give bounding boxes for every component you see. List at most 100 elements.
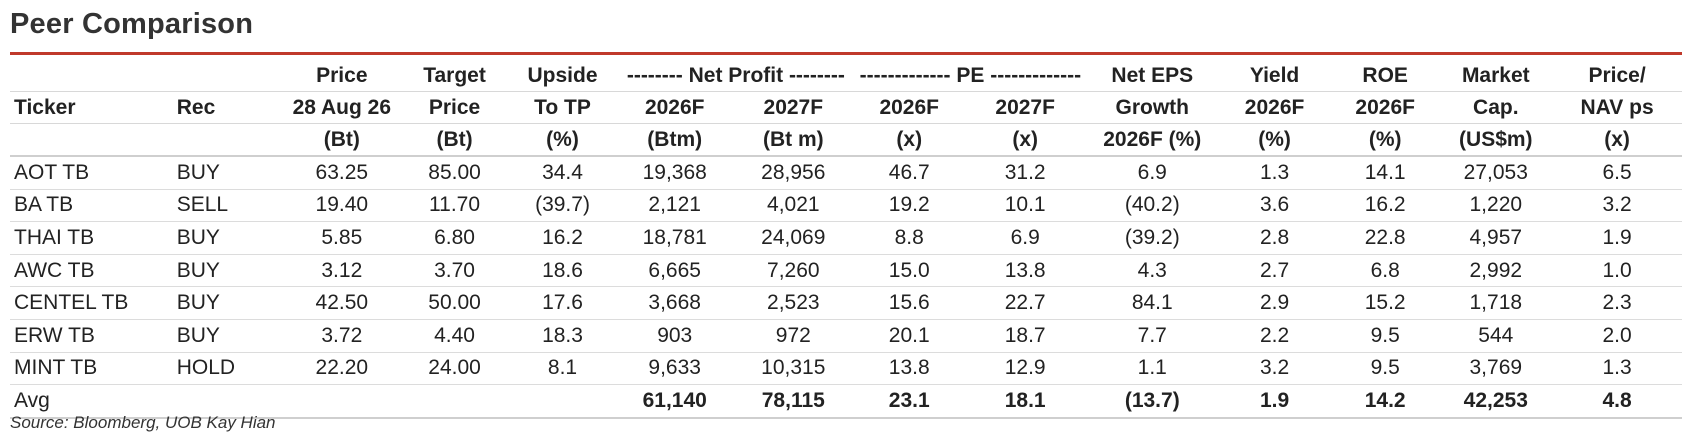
table-cell: 28,956 <box>732 156 855 190</box>
table-cell: 84.1 <box>1086 286 1219 320</box>
table-cell: 544 <box>1439 319 1553 353</box>
table-cell: 18.3 <box>507 319 618 353</box>
col-header: Price <box>401 91 508 124</box>
table-cell: 85.00 <box>401 156 508 190</box>
col-unit: (x) <box>1552 123 1682 157</box>
table-cell: 31.2 <box>964 156 1087 190</box>
col-unit: (x) <box>854 123 964 157</box>
table-cell: 20.1 <box>854 319 964 353</box>
table-cell: 8.1 <box>507 352 618 386</box>
table-cell <box>507 384 618 419</box>
table-cell: 1,220 <box>1439 189 1553 223</box>
col-unit: (Bt) <box>282 123 402 157</box>
rec-cell: BUY <box>172 254 283 288</box>
table-cell: 8.8 <box>854 221 964 255</box>
table-cell: 2.2 <box>1218 319 1331 353</box>
table-cell: 2.8 <box>1218 221 1331 255</box>
col-header: ROE <box>1330 60 1440 92</box>
table-cell: 15.6 <box>854 286 964 320</box>
table-body: AOT TB BUY 63.25 85.00 34.4 19,368 28,956 46.7 3… <box>10 156 1682 419</box>
col-header: Cap. <box>1439 91 1553 124</box>
table-cell: 5.85 <box>282 221 402 255</box>
col-header <box>172 60 283 92</box>
table-cell: 24.00 <box>401 352 508 386</box>
table-cell: 7.7 <box>1086 319 1219 353</box>
table-cell: 27,053 <box>1439 156 1553 190</box>
table-cell: 9.5 <box>1330 352 1440 386</box>
table-cell: 3,668 <box>617 286 733 320</box>
table-cell: 4.3 <box>1086 254 1219 288</box>
ticker-cell: AOT TB <box>10 156 173 190</box>
rec-cell: HOLD <box>172 352 283 386</box>
rec-cell <box>172 384 283 419</box>
table-row: AOT TB BUY 63.25 85.00 34.4 19,368 28,956 46.7 3… <box>10 156 1682 190</box>
table-row: CENTEL TB BUY 42.50 50.00 17.6 3,668 2,523 15.6… <box>10 286 1682 320</box>
table-cell: 4,957 <box>1439 221 1553 255</box>
table-cell: (39.2) <box>1086 221 1219 255</box>
table-cell: 50.00 <box>401 286 508 320</box>
table-cell: 46.7 <box>854 156 964 190</box>
table-cell: 2.3 <box>1552 286 1682 320</box>
table-cell: 6.9 <box>1086 156 1219 190</box>
rec-cell: BUY <box>172 319 283 353</box>
col-header: Growth <box>1086 91 1219 124</box>
table-cell: 12.9 <box>964 352 1087 386</box>
table-cell: 13.8 <box>964 254 1087 288</box>
col-unit: (%) <box>1330 123 1440 157</box>
table-cell: 2,121 <box>617 189 733 223</box>
table-cell: 6.8 <box>1330 254 1440 288</box>
table-cell: 24,069 <box>732 221 855 255</box>
table-cell: 3.2 <box>1218 352 1331 386</box>
table-cell: 22.8 <box>1330 221 1440 255</box>
rec-cell: BUY <box>172 156 283 190</box>
table-cell <box>282 384 402 419</box>
table-cell: 78,115 <box>732 384 855 419</box>
col-unit <box>172 123 283 157</box>
table-cell: 1.0 <box>1552 254 1682 288</box>
table-cell: 6.9 <box>964 221 1087 255</box>
table-cell: 14.2 <box>1330 384 1440 419</box>
col-header: 2027F <box>732 91 855 124</box>
table-cell: 1.9 <box>1552 221 1682 255</box>
col-header: Price/ <box>1552 60 1682 92</box>
table-cell: 6.80 <box>401 221 508 255</box>
col-unit: (US$m) <box>1439 123 1553 157</box>
table-row: ERW TB BUY 3.72 4.40 18.3 903 972 20.1 18.7 7.7 2.… <box>10 319 1682 353</box>
table-cell: 22.20 <box>282 352 402 386</box>
table-cell: 2.9 <box>1218 286 1331 320</box>
col-header: 2027F <box>964 91 1087 124</box>
table-cell: 6.5 <box>1552 156 1682 190</box>
col-header: Upside <box>507 60 618 92</box>
ticker-cell: THAI TB <box>10 221 173 255</box>
table-cell: 4,021 <box>732 189 855 223</box>
table-cell: 15.2 <box>1330 286 1440 320</box>
table-cell: 2,523 <box>732 286 855 320</box>
table-cell: 16.2 <box>1330 189 1440 223</box>
table-cell: 23.1 <box>854 384 964 419</box>
table-cell: (13.7) <box>1086 384 1219 419</box>
table-cell: 1.1 <box>1086 352 1219 386</box>
table-cell: 3.12 <box>282 254 402 288</box>
col-header: 2026F <box>1330 91 1440 124</box>
table-cell: 4.40 <box>401 319 508 353</box>
col-header: 28 Aug 26 <box>282 91 402 124</box>
peer-comparison-table: Price Target Upside -------- Net Profit … <box>10 60 1682 419</box>
col-unit: (Bt) <box>401 123 508 157</box>
table-cell: 2.0 <box>1552 319 1682 353</box>
table-cell: 17.6 <box>507 286 618 320</box>
table-cell: 19.40 <box>282 189 402 223</box>
title-rule <box>10 52 1682 55</box>
table-cell: 18.1 <box>964 384 1087 419</box>
col-header: Price <box>282 60 402 92</box>
table-cell: 11.70 <box>401 189 508 223</box>
table-cell: 1.3 <box>1552 352 1682 386</box>
table-cell: 1.3 <box>1218 156 1331 190</box>
header-row-3: (Bt) (Bt) (%) (Btm) (Bt m) (x) (x) 2026F… <box>10 123 1682 157</box>
col-header <box>10 60 173 92</box>
col-header: 2026F <box>617 91 733 124</box>
col-header: To TP <box>507 91 618 124</box>
col-group-header: ------------- PE ------------- <box>854 60 1087 92</box>
col-header: 2026F <box>854 91 964 124</box>
col-header: 2026F <box>1218 91 1331 124</box>
table-row: THAI TB BUY 5.85 6.80 16.2 18,781 24,069 8.8 6.9… <box>10 221 1682 255</box>
